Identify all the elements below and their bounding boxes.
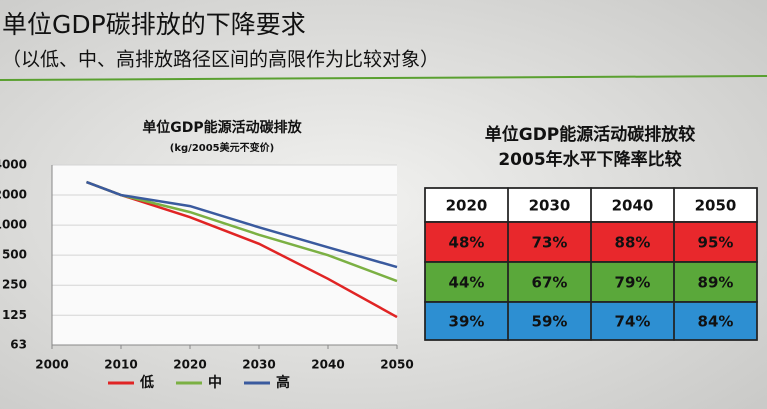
x-tick-label: 2010 bbox=[104, 358, 137, 372]
table-value: 59% bbox=[532, 313, 568, 331]
slide-subtitle: （以低、中、高排放路径区间的高限作为比较对象） bbox=[2, 49, 439, 71]
y-tick-label: 63 bbox=[10, 338, 27, 352]
y-tick-label: 250 bbox=[2, 278, 27, 292]
table-value: 89% bbox=[698, 274, 734, 292]
table-value: 44% bbox=[449, 274, 485, 292]
chart-title: 单位GDP能源活动碳排放 bbox=[142, 119, 302, 136]
table-cell bbox=[673, 301, 758, 341]
table-value: 95% bbox=[698, 234, 734, 252]
x-tick-label: 2030 bbox=[242, 358, 275, 372]
table-header: 2050 bbox=[695, 197, 737, 215]
x-tick-label: 2050 bbox=[380, 358, 413, 372]
table-title: 单位GDP能源活动碳排放较 bbox=[485, 124, 696, 145]
y-tick-label: 1000 bbox=[0, 218, 27, 232]
table-header: 2020 bbox=[446, 197, 488, 215]
y-tick-label: 500 bbox=[2, 248, 27, 262]
table-value: 67% bbox=[532, 274, 568, 292]
y-tick-label: 4000 bbox=[0, 158, 27, 172]
x-tick-label: 2040 bbox=[311, 358, 344, 372]
table-value: 74% bbox=[615, 313, 651, 331]
legend-label: 中 bbox=[208, 374, 222, 391]
table-value: 84% bbox=[698, 313, 734, 331]
y-tick-label: 2000 bbox=[0, 188, 27, 202]
legend-label: 高 bbox=[276, 374, 290, 391]
table-value: 88% bbox=[615, 234, 651, 252]
table-header: 2040 bbox=[612, 197, 654, 215]
chart-subtitle: (kg/2005美元不变价) bbox=[170, 141, 274, 154]
table-value: 39% bbox=[449, 313, 485, 331]
table-value: 73% bbox=[532, 234, 568, 252]
y-tick-label: 125 bbox=[2, 308, 27, 322]
table-value: 79% bbox=[615, 274, 651, 292]
table-header: 2030 bbox=[529, 197, 571, 215]
series-line bbox=[86, 180, 398, 269]
legend-label: 低 bbox=[139, 374, 154, 391]
table-value: 48% bbox=[449, 234, 485, 252]
slide-title: 单位GDP碳排放的下降要求 bbox=[2, 10, 306, 39]
header-rule bbox=[0, 75, 767, 81]
table-title: 2005年水平下降率比较 bbox=[498, 149, 681, 170]
x-tick-label: 2000 bbox=[35, 358, 68, 372]
x-tick-label: 2020 bbox=[173, 358, 206, 372]
